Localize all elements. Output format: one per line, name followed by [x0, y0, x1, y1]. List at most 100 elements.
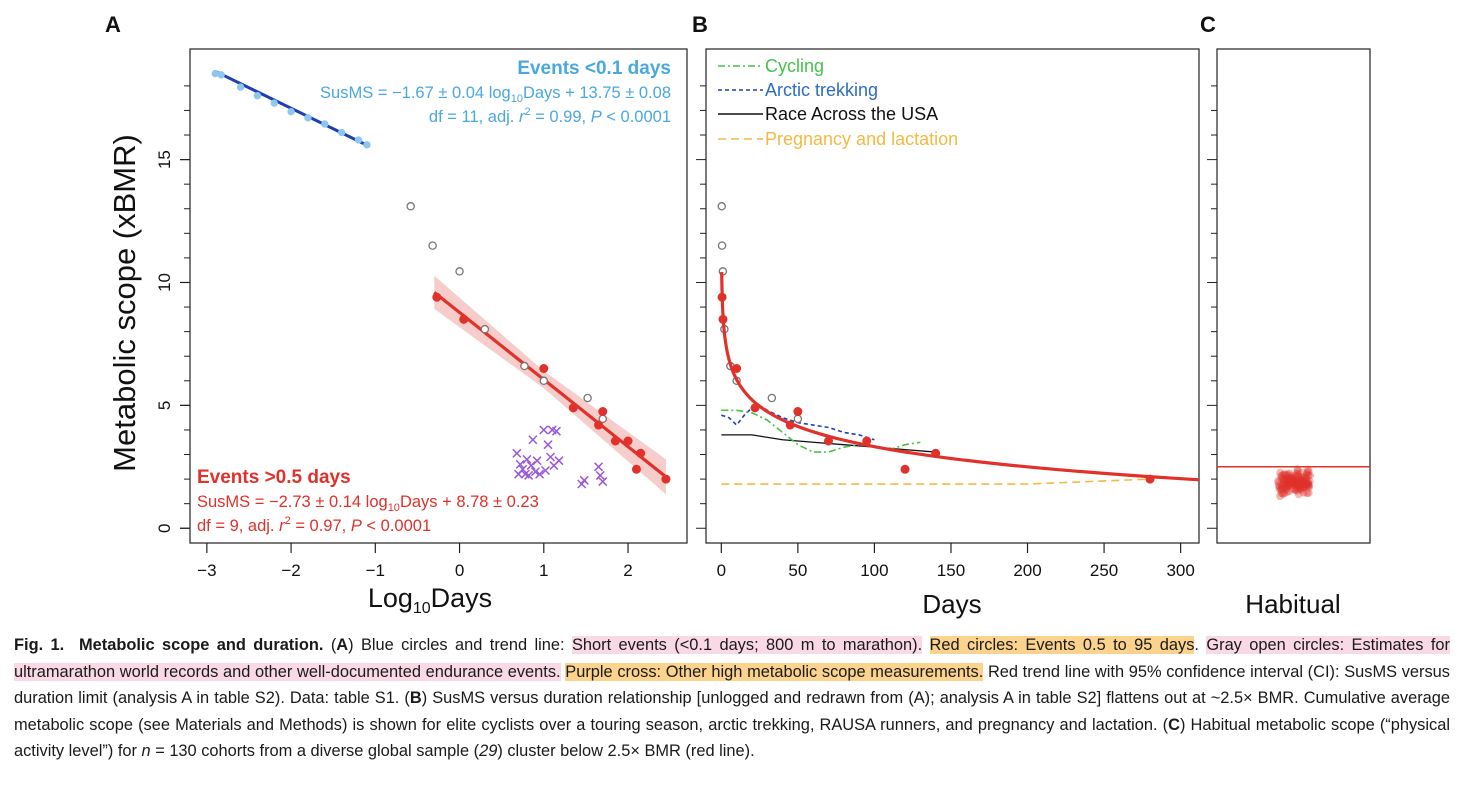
purple-cross-stroke: [532, 456, 542, 466]
purple-cross-stroke: [513, 469, 524, 479]
panel-label-c: C: [1200, 12, 1216, 37]
habitual-point: [1298, 483, 1307, 492]
red-point-b: [732, 364, 742, 374]
purple-cross-stroke: [547, 425, 557, 435]
blue-point: [337, 128, 346, 137]
habitual-point: [1279, 475, 1288, 484]
habitual-point: [1280, 489, 1289, 498]
habitual-point: [1287, 475, 1296, 484]
habitual-point: [1293, 467, 1302, 476]
red-point-b: [785, 420, 795, 430]
y-tick-label-a: 15: [155, 150, 174, 169]
y-tick-label-a: 5: [155, 401, 174, 410]
red-point: [610, 436, 620, 446]
habitual-point: [1295, 477, 1304, 486]
red-point: [636, 448, 646, 458]
habitual-point: [1281, 482, 1290, 491]
habitual-point: [1292, 486, 1301, 495]
gray-point: [583, 393, 592, 403]
habitual-point: [1291, 486, 1300, 495]
habitual-point: [1275, 485, 1284, 494]
habitual-point: [1294, 479, 1303, 488]
purple-cross: [554, 456, 564, 466]
habitual-point: [1302, 489, 1311, 498]
legend-label-arctic: Arctic trekking: [765, 80, 878, 100]
habitual-point: [1277, 485, 1286, 494]
caption-reference: 29: [479, 742, 498, 760]
red-trend-line: [433, 291, 667, 479]
habitual-point: [1292, 476, 1301, 485]
habitual-point: [1278, 471, 1287, 480]
red-point-b: [718, 314, 728, 324]
habitual-point: [1300, 476, 1309, 485]
panel-b-frame: [705, 48, 1200, 544]
blue-stats-pre: df = 11, adj.: [429, 108, 519, 126]
habitual-point: [1292, 469, 1301, 478]
red-fit-curve: [720, 272, 1200, 482]
habitual-point: [1303, 480, 1312, 489]
caption-n-variable: n: [141, 742, 151, 760]
habitual-point: [1282, 471, 1291, 480]
habitual-point: [1300, 480, 1309, 489]
habitual-point: [1292, 483, 1301, 492]
habitual-point: [1275, 481, 1284, 490]
purple-cross-stroke: [594, 462, 604, 472]
habitual-point: [1304, 478, 1313, 487]
habitual-point: [1280, 470, 1289, 479]
x-axis-label-a-sub: 10: [413, 600, 431, 617]
gray-point: [480, 324, 490, 334]
blue-equation-post: Days + 13.75 ± 0.08: [523, 84, 671, 102]
gray-point: [520, 361, 529, 371]
x-tick-label-b: 0: [717, 561, 726, 580]
habitual-point: [1296, 479, 1305, 488]
habitual-point: [1276, 492, 1285, 501]
purple-cross: [522, 454, 532, 464]
habitual-point: [1290, 481, 1299, 490]
habitual-point: [1280, 475, 1289, 484]
red-equation: SusMS = −2.73 ± 0.14 log10Days + 8.78 ± …: [197, 493, 539, 514]
purple-cross-stroke: [579, 475, 589, 485]
red-equation-post: Days + 8.78 ± 0.23: [400, 493, 539, 511]
habitual-point: [1274, 478, 1283, 487]
red-stats: df = 9, adj. r2 = 0.97, P < 0.0001: [197, 515, 431, 535]
blue-point: [211, 69, 219, 78]
habitual-point: [1284, 473, 1293, 482]
red-stats-post: < 0.0001: [362, 517, 431, 535]
habitual-point: [1283, 470, 1292, 479]
x-tick-label-b: 200: [1013, 561, 1041, 580]
habitual-point: [1303, 465, 1312, 474]
red-equation-sub: 10: [388, 502, 400, 514]
blue-point: [253, 91, 262, 100]
habitual-point: [1294, 482, 1303, 491]
caption-highlight-red-circles: Red circles: Events 0.5 to 95 days: [929, 636, 1195, 654]
blue-point: [363, 141, 371, 149]
blue-stats-mid: = 0.99,: [531, 108, 591, 126]
purple-cross-stroke: [595, 470, 605, 480]
purple-cross: [546, 452, 556, 462]
habitual-point: [1285, 469, 1294, 478]
habitual-point: [1282, 482, 1291, 491]
red-point-b: [1145, 474, 1155, 484]
habitual-point: [1286, 473, 1295, 482]
red-stats-mid: = 0.97,: [291, 517, 351, 535]
red-point-b: [717, 292, 727, 302]
red-stats-pre: df = 9, adj.: [197, 517, 279, 535]
habitual-point: [1277, 472, 1286, 481]
panel-b-plot: [717, 202, 1200, 485]
habitual-point: [1294, 490, 1303, 499]
blue-stats: df = 11, adj. r2 = 0.99, P < 0.0001: [429, 106, 671, 126]
purple-cross-stroke: [512, 448, 522, 458]
habitual-point: [1300, 472, 1309, 481]
purple-cross-stroke: [543, 440, 553, 450]
purple-cross-stroke: [522, 454, 532, 464]
purple-cross: [551, 426, 561, 436]
habitual-point: [1283, 478, 1292, 487]
habitual-point: [1291, 479, 1300, 488]
red-point: [459, 314, 469, 324]
habitual-point: [1294, 470, 1303, 479]
habitual-point: [1304, 483, 1313, 492]
habitual-point: [1296, 479, 1305, 488]
gray-point: [539, 376, 549, 386]
purple-cross: [540, 465, 551, 476]
habitual-point: [1299, 488, 1308, 497]
